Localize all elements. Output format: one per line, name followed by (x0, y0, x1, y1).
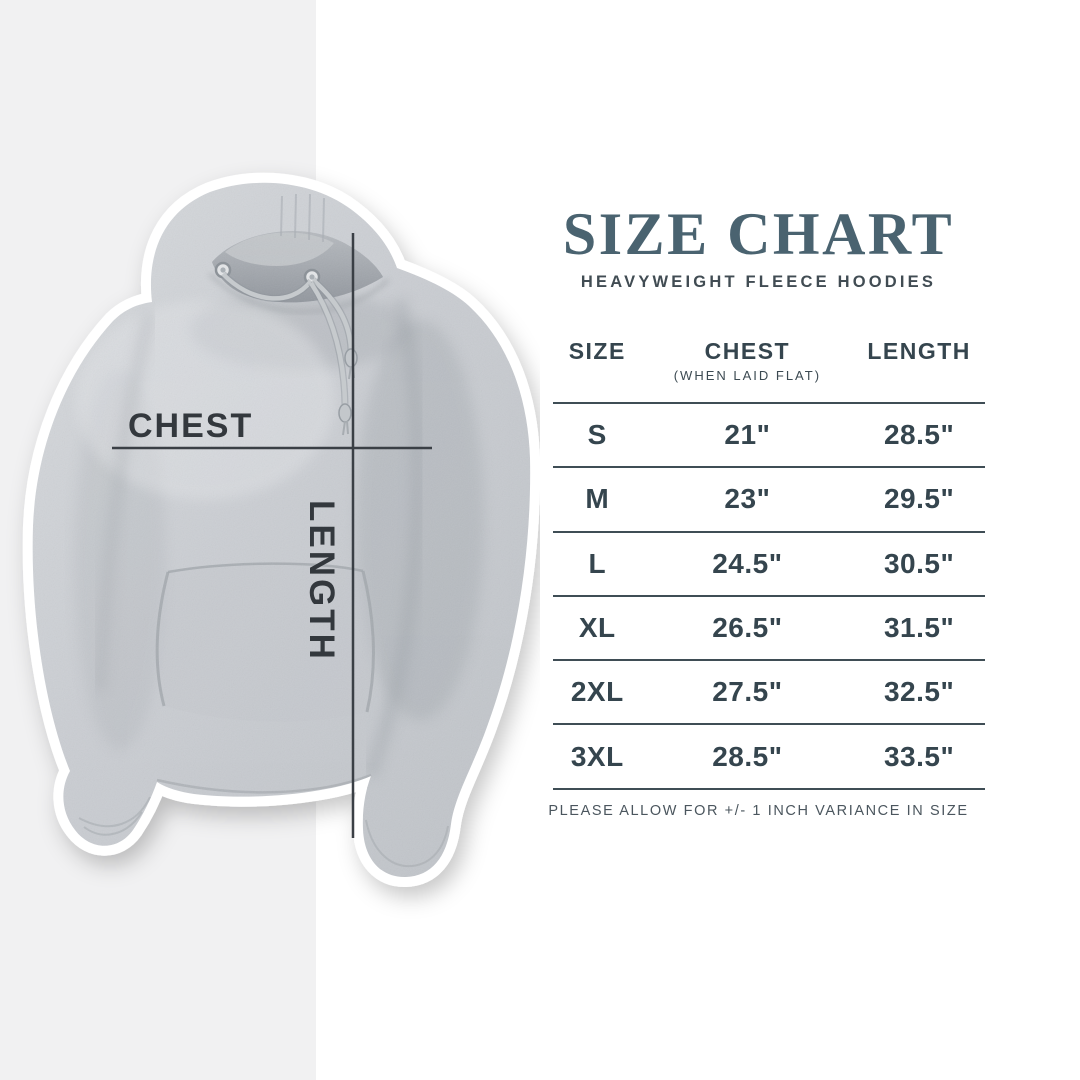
cell-chest: 28.5" (712, 740, 783, 772)
cell-size: XL (578, 612, 616, 644)
table-row: L 24.5" 30.5" (553, 533, 985, 597)
page-subtitle: HEAVYWEIGHT FLEECE HOODIES (580, 273, 937, 291)
column-header-chest: CHEST (704, 338, 791, 364)
variance-note: PLEASE ALLOW FOR +/- 1 INCH VARIANCE IN … (548, 803, 969, 819)
length-measure-label: LENGTH (302, 500, 341, 662)
cell-size: 2XL (570, 676, 624, 708)
size-table-header: SIZE CHEST (WHEN LAID FLAT) LENGTH (553, 338, 985, 402)
column-header-size: SIZE (568, 338, 626, 364)
table-row: XL 26.5" 31.5" (553, 597, 985, 662)
table-row: 3XL 28.5" 33.5" (553, 725, 985, 790)
cell-size: L (588, 547, 607, 579)
page-title: SIZE CHART (562, 201, 955, 267)
table-row: 2XL 27.5" 32.5" (553, 661, 985, 726)
cell-chest: 23" (724, 483, 771, 515)
cell-length: 30.5" (883, 547, 955, 579)
column-header-length: LENGTH (867, 338, 971, 364)
hoodie-illustration: CHEST LENGTH (0, 0, 540, 1080)
chest-measure-label: CHEST (128, 407, 253, 445)
cell-chest: 26.5" (712, 612, 783, 644)
cell-length: 31.5" (883, 612, 955, 644)
table-row: S 21" 28.5" (553, 404, 985, 469)
cell-size: M (585, 483, 610, 515)
size-table-body: S 21" 28.5" M 23" 29.5" L 24.5" 30.5" XL… (553, 402, 985, 790)
cell-size: 3XL (570, 740, 624, 772)
size-table: SIZE CHEST (WHEN LAID FLAT) LENGTH S 21"… (553, 338, 985, 790)
table-row: M 23" 29.5" (553, 468, 985, 533)
cell-chest: 21" (724, 419, 771, 451)
chest-subnote: (WHEN LAID FLAT) (673, 368, 822, 383)
cell-length: 32.5" (883, 676, 955, 708)
cell-length: 28.5" (883, 419, 955, 451)
cell-chest: 27.5" (712, 676, 783, 708)
cell-length: 29.5" (883, 483, 955, 515)
cell-length: 33.5" (883, 740, 955, 772)
cell-size: S (587, 419, 607, 451)
cell-chest: 24.5" (712, 547, 783, 579)
